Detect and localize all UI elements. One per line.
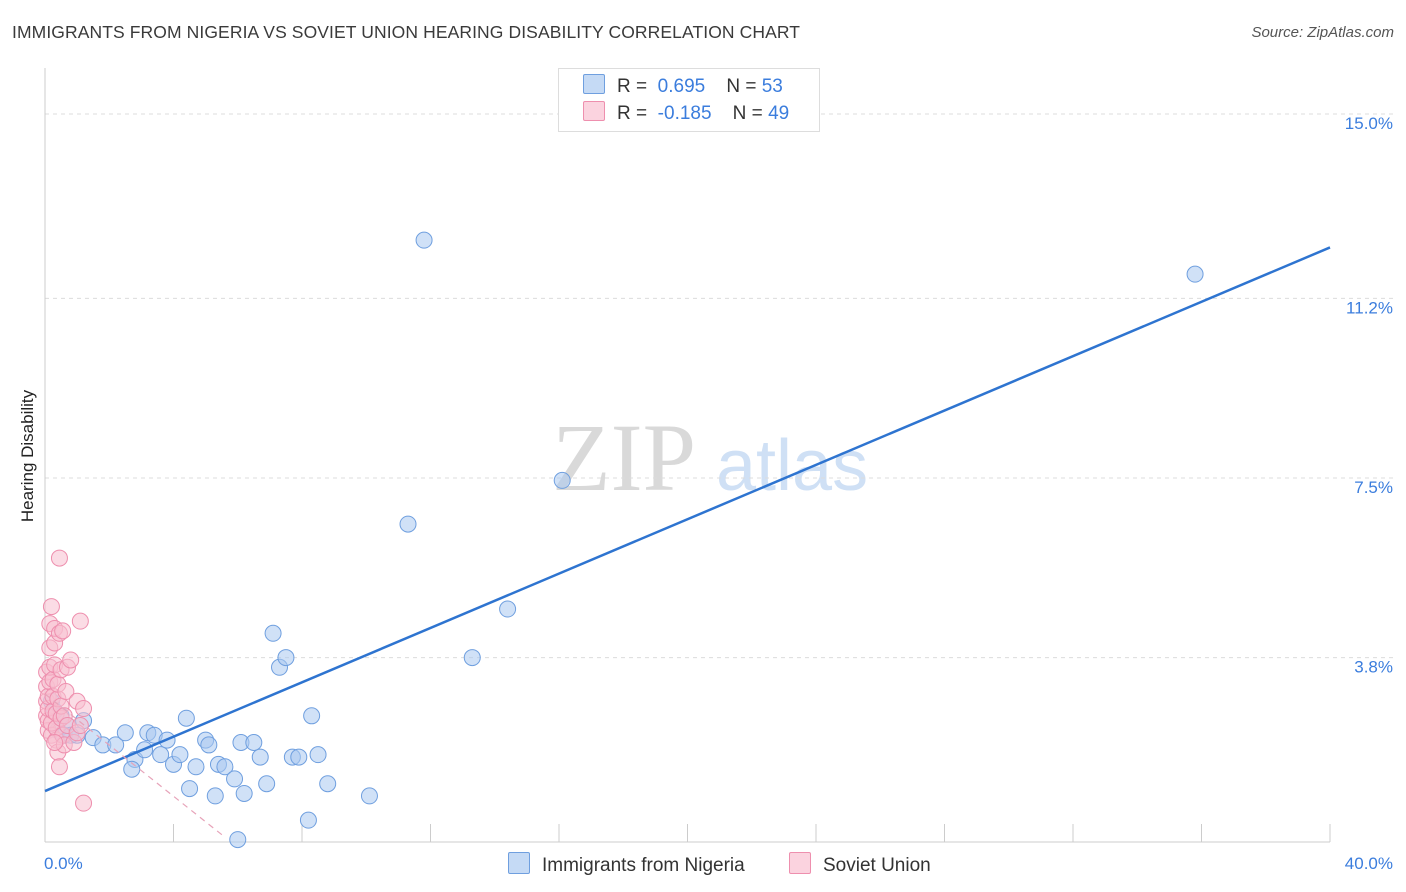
nigeria-point [415,231,433,249]
soviet-point [42,598,60,616]
nigeria-point [107,736,125,754]
legend-r-value: 0.695 [657,76,706,97]
legend-n-value: 49 [768,103,790,124]
soviet-point [54,622,72,640]
nigeria-point [123,760,141,778]
stats-legend: R = 0.695 N = 53 R = -0.185 N = 49 [558,68,820,132]
nigeria-point [553,471,571,489]
nigeria-point [177,709,195,727]
series-legend-soviet: Soviet Union [789,852,931,877]
soviet-trend-line [44,693,226,838]
nigeria-point [116,724,134,742]
legend-row-nigeria: R = 0.695 N = 53 [583,74,783,98]
x-tick-label: 0.0% [44,854,83,873]
y-tick-label: 15.0% [1345,114,1393,133]
nigeria-point [264,624,282,642]
nigeria-point [499,600,517,618]
soviet-point [50,549,68,567]
series-name-nigeria: Immigrants from Nigeria [542,855,745,876]
legend-r-label: R = [617,76,648,97]
legend-swatch-soviet [583,101,605,121]
nigeria-point [290,748,308,766]
nigeria-point [258,775,276,793]
nigeria-point [226,770,244,788]
nigeria-point [399,515,417,533]
series-swatch-soviet [789,852,811,874]
legend-n-label: N = [732,103,763,124]
legend-row-soviet: R = -0.185 N = 49 [583,101,789,125]
nigeria-point [299,811,317,829]
nigeria-point [206,787,224,805]
nigeria-trend-line [44,246,1331,793]
soviet-point [57,683,75,701]
legend-n-label: N = [726,76,757,97]
series-swatch-nigeria [508,852,530,874]
soviet-point [71,717,89,735]
series-soviet [38,549,93,812]
series-nigeria [42,231,1204,849]
y-tick-label: 11.2% [1346,298,1393,317]
legend-n-value: 53 [761,76,783,97]
soviet-point [62,651,80,669]
nigeria-point [360,787,378,805]
nigeria-point [187,758,205,776]
chart-title: IMMIGRANTS FROM NIGERIA VS SOVIET UNION … [12,22,801,42]
data-series [38,231,1331,849]
soviet-point [71,612,89,630]
watermark-atlas: atlas [716,426,868,506]
tick-labels: 3.8% 7.5% 11.2% 15.0% 0.0% 40.0% [44,114,1393,873]
nigeria-point [235,784,253,802]
source-label: Source: ZipAtlas.com [1251,24,1394,41]
legend-swatch-nigeria [583,74,605,94]
watermark-zip: ZIP [552,404,696,511]
nigeria-point [245,734,263,752]
soviet-point [75,794,93,812]
series-name-soviet: Soviet Union [823,855,931,876]
nigeria-point [309,746,327,764]
nigeria-point [216,758,234,776]
soviet-point [46,734,64,752]
x-tick-label: 40.0% [1345,854,1393,873]
series-legend-nigeria: Immigrants from Nigeria [508,852,745,877]
soviet-point [50,758,68,776]
nigeria-point [303,707,321,725]
soviet-point [75,700,93,718]
nigeria-point [152,746,170,764]
nigeria-point [200,736,218,754]
y-tick-label: 7.5% [1354,478,1393,497]
nigeria-point [251,748,269,766]
nigeria-point [319,775,337,793]
nigeria-point [229,831,247,849]
y-tick-label: 3.8% [1354,658,1393,677]
nigeria-point [171,746,189,764]
nigeria-point [463,649,481,667]
nigeria-point [277,649,295,667]
nigeria-point [1186,265,1204,283]
nigeria-point [181,780,199,798]
legend-r-value: -0.185 [657,103,712,124]
legend-r-label: R = [617,103,648,124]
grid-lines [45,113,1395,659]
